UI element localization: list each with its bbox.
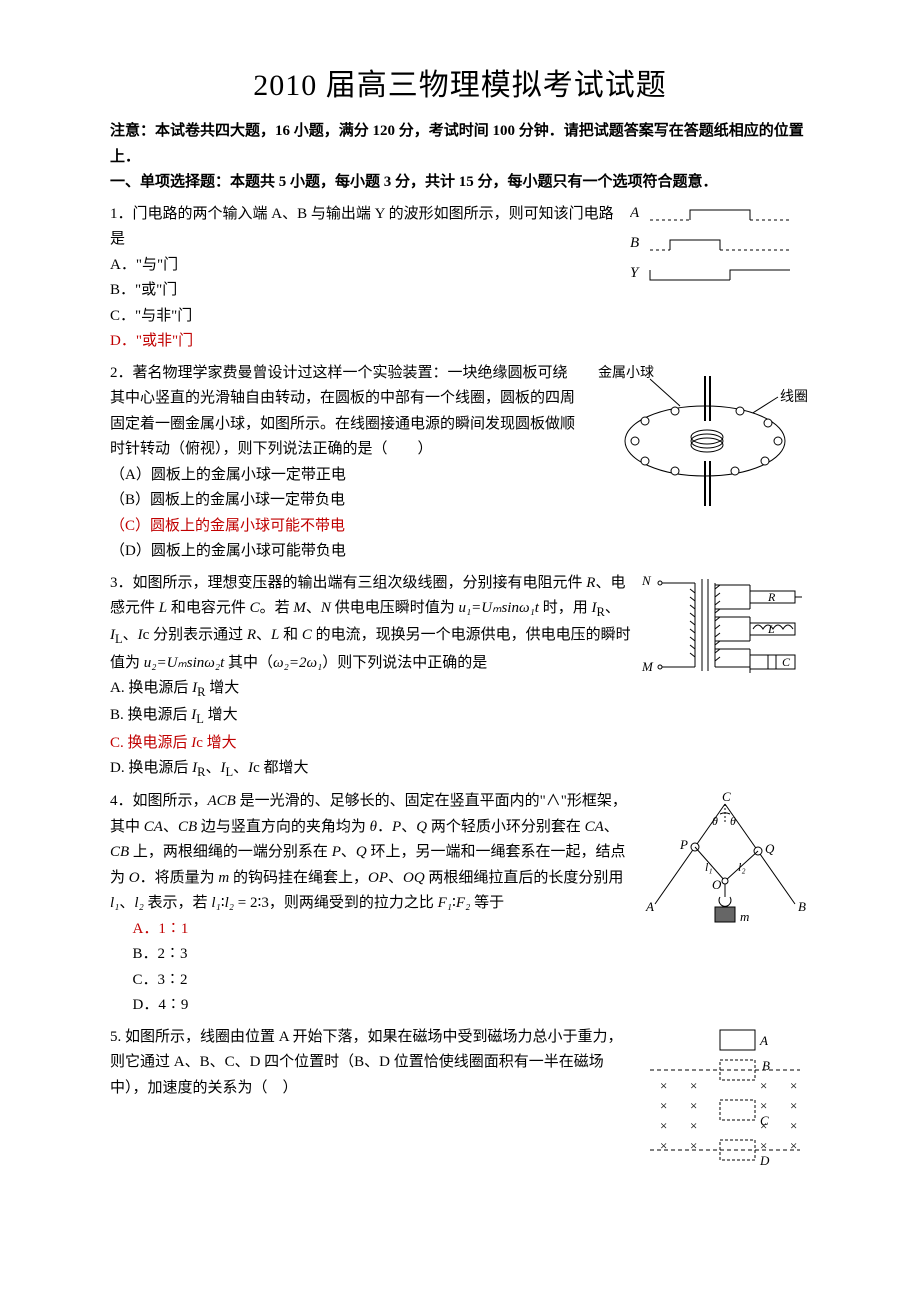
svg-text:×: × <box>690 1118 697 1133</box>
q5-fig-d: D <box>759 1153 770 1168</box>
q4-fig-o: O <box>712 877 722 892</box>
q3-choice-b: B. 换电源后 IL 增大 <box>110 703 810 730</box>
svg-text:×: × <box>760 1098 767 1113</box>
q1-choice-d: D．"或非"门 <box>110 329 810 355</box>
svg-text:×: × <box>760 1078 767 1093</box>
q4-fig-p: P <box>679 837 688 852</box>
q4-choice-c: C．3∶2 <box>133 968 811 994</box>
q1-figure: A B Y <box>630 202 810 292</box>
q1-label-a: A <box>630 205 640 221</box>
q3-fig-m: M <box>641 659 654 674</box>
q3-choice-d: D. 换电源后 IR、IL、Ic 都增大 <box>110 756 810 783</box>
svg-text:θ: θ <box>730 814 736 828</box>
q4-fig-m: m <box>740 909 749 924</box>
q4-fig-q: Q <box>765 841 775 856</box>
svg-text:l₁: l₁ <box>705 860 713 874</box>
question-4: C A B θ θ P Q l₁ l₂ O m <box>110 789 810 1019</box>
q3-fig-r: R <box>767 590 776 604</box>
notice-text: 注意：本试卷共四大题，16 小题，满分 120 分，考试时间 100 分钟．请把… <box>110 119 810 170</box>
svg-text:×: × <box>660 1078 667 1093</box>
svg-text:×: × <box>690 1078 697 1093</box>
section-1-heading: 一、单项选择题：本题共 5 小题，每小题 3 分，共计 15 分，每小题只有一个… <box>110 170 810 196</box>
question-1: A B Y 1．门电路的两个输入端 A、B 与输出端 Y 的波形如图所示，则可知… <box>110 202 810 355</box>
q1-label-b: B <box>630 235 639 251</box>
q3-figure: N M R <box>640 571 810 691</box>
q4-choice-d: D．4∶9 <box>133 993 811 1019</box>
q5-fig-c: C <box>760 1113 769 1128</box>
q5-fig-b: B <box>762 1058 770 1073</box>
svg-text:×: × <box>660 1118 667 1133</box>
q3-fig-c: C <box>782 655 791 669</box>
q3-fig-l: L <box>767 622 775 636</box>
q3-choice-c: C. 换电源后 Ic 增大 <box>110 731 810 757</box>
svg-text:×: × <box>790 1098 797 1113</box>
svg-text:×: × <box>790 1078 797 1093</box>
q4-fig-b: B <box>798 899 806 914</box>
q1-label-y: Y <box>630 265 640 281</box>
svg-text:θ: θ <box>712 814 718 828</box>
page-title: 2010 届高三物理模拟考试试题 <box>110 60 810 111</box>
q4-fig-c: C <box>722 789 731 804</box>
q5-figure: A B ×××× ×××× ×××× ×××× C D <box>640 1025 810 1185</box>
svg-text:×: × <box>690 1098 697 1113</box>
svg-text:×: × <box>690 1138 697 1153</box>
svg-text:×: × <box>660 1098 667 1113</box>
q2-choice-d: （D）圆板上的金属小球可能带负电 <box>110 539 810 565</box>
q2-label-coil: 线圈 <box>780 389 808 405</box>
svg-text:×: × <box>760 1138 767 1153</box>
q5-fig-a: A <box>759 1033 768 1048</box>
question-2: 金属小球 线圈 2．著名物理学家 <box>110 361 810 565</box>
svg-text:×: × <box>660 1138 667 1153</box>
q4-figure: C A B θ θ P Q l₁ l₂ O m <box>640 789 810 949</box>
q2-figure: 金属小球 线圈 <box>590 361 810 521</box>
q3-fig-n: N <box>641 573 652 588</box>
question-3: N M R <box>110 571 810 784</box>
svg-text:×: × <box>790 1138 797 1153</box>
svg-text:l₂: l₂ <box>738 860 746 874</box>
svg-text:×: × <box>790 1118 797 1133</box>
q2-label-ball: 金属小球 <box>598 365 654 381</box>
question-5: A B ×××× ×××× ×××× ×××× C D 5. 如图所示，线圈由位… <box>110 1025 810 1185</box>
q4-fig-a: A <box>645 899 654 914</box>
q1-choice-c: C．"与非"门 <box>110 304 810 330</box>
